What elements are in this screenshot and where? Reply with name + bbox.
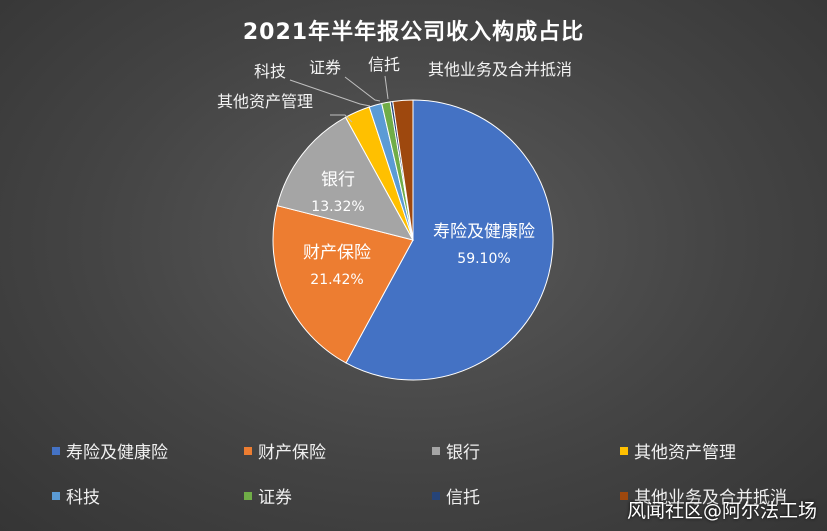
leader-line-6 [384,75,389,100]
slice-value-2: 13.32% [311,199,364,215]
pie-slice-0 [345,99,554,381]
slice-label-3: 其他资产管理 [217,92,313,111]
leader-line-5 [344,76,381,102]
slice-label-1: 财产保险 [303,243,371,263]
chart-title: 2021年半年报公司收入构成占比 [242,20,585,45]
slice-label-0: 寿险及健康险 [433,222,535,242]
slice-value-1: 21.42% [310,272,363,288]
slice-label-6: 信托 [368,55,400,74]
pie-slice-1 [272,205,414,364]
pie-slice-7 [392,99,414,241]
leader-line-3 [330,114,353,123]
slice-label-7: 其他业务及合并抵消 [428,60,572,79]
slice-label-4: 科技 [254,62,286,81]
leader-line-4 [289,79,371,107]
slice-value-0: 59.10% [457,251,510,267]
slice-label-5: 证券 [309,58,341,77]
pie-slice-2 [276,116,414,241]
watermark: 风闻社区@阿尔法工场 [626,500,817,522]
slice-label-2: 银行 [321,170,355,190]
